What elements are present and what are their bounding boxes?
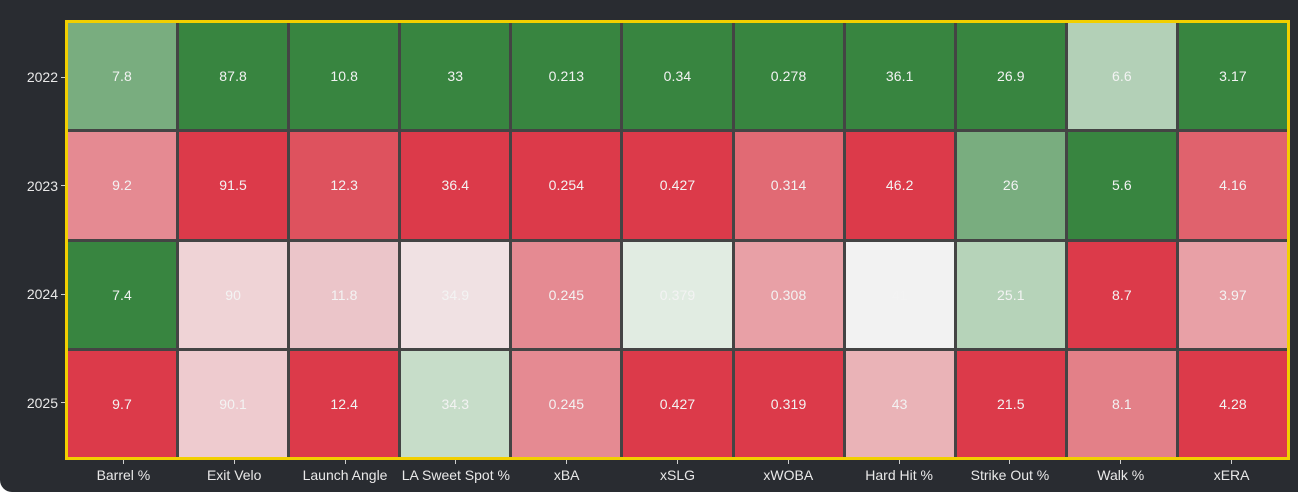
heatmap-cell: 26.9 (956, 23, 1065, 130)
heatmap-cell: 0.254 (512, 132, 621, 239)
heatmap-cell: 0.213 (512, 23, 621, 130)
x-tick-label: xSLG (622, 460, 733, 490)
heatmap-cell: 21.5 (956, 350, 1065, 457)
x-tick-text: Walk % (1097, 467, 1145, 483)
heatmap-cell: 7.4 (68, 241, 177, 348)
x-tick-mark (1009, 460, 1011, 464)
heatmap-cell: 11.8 (290, 241, 399, 348)
x-tick-label: xERA (1176, 460, 1287, 490)
heatmap-cell: 0.278 (734, 23, 843, 130)
heatmap-cell: 3.97 (1178, 241, 1287, 348)
heatmap-cell: 46.2 (845, 132, 954, 239)
heatmap-cell: 12.3 (290, 132, 399, 239)
heatmap-cell: 90 (179, 241, 288, 348)
x-tick-label: xWOBA (733, 460, 844, 490)
heatmap-cell: 87.8 (179, 23, 288, 130)
heatmap-cell: 0.34 (623, 23, 732, 130)
x-tick-text: Hard Hit % (865, 467, 933, 483)
x-tick-text: xERA (1213, 467, 1250, 483)
heatmap-cell: 4.28 (1178, 350, 1287, 457)
heatmap-cell: 91.5 (179, 132, 288, 239)
x-tick-mark (1120, 460, 1122, 464)
heatmap-cell: 0.314 (734, 132, 843, 239)
heatmap-cell: 0.245 (512, 241, 621, 348)
heatmap-cell: 8.7 (1067, 241, 1176, 348)
x-tick-mark (787, 460, 789, 464)
heatmap-cell: 41 (845, 241, 954, 348)
x-tick-mark (122, 460, 124, 464)
x-tick-label: LA Sweet Spot % (400, 460, 511, 490)
x-tick-mark (233, 460, 235, 464)
x-tick-label: Barrel % (68, 460, 179, 490)
x-tick-label: Exit Velo (179, 460, 290, 490)
heatmap-cell: 0.427 (623, 350, 732, 457)
heatmap-cell: 9.7 (68, 350, 177, 457)
x-tick-mark (898, 460, 900, 464)
x-tick-text: xBA (553, 467, 580, 483)
heatmap-cell: 7.8 (68, 23, 177, 130)
heatmap-cell: 5.6 (1067, 132, 1176, 239)
heatmap-cell: 36.1 (845, 23, 954, 130)
heatmap-cell: 26 (956, 132, 1065, 239)
x-tick-mark (676, 460, 678, 464)
heatmap-cell: 34.9 (401, 241, 510, 348)
y-tick-mark (61, 76, 66, 78)
x-tick-text: Barrel % (96, 467, 151, 483)
x-tick-text: Strike Out % (970, 467, 1050, 483)
heatmap-cell: 9.2 (68, 132, 177, 239)
y-tick-text: 2024 (26, 286, 58, 303)
heatmap-cell: 33 (401, 23, 510, 130)
x-tick-text: xWOBA (763, 467, 814, 483)
heatmap-grid: 7.8 87.8 10.8 33 0.213 0.34 0.278 36.1 26.9 6.6 3.… (65, 20, 1290, 460)
x-tick-mark (566, 460, 568, 464)
y-tick-label: 2025 (0, 349, 66, 458)
heatmap-cell: 10.8 (290, 23, 399, 130)
x-tick-mark (1231, 460, 1233, 464)
x-tick-text: Launch Angle (302, 467, 388, 483)
x-axis: Barrel % Exit Velo Launch Angle LA Sweet Sp… (68, 460, 1287, 490)
y-axis: 2022 2023 2024 2025 (0, 23, 66, 457)
heatmap-cell: 43 (845, 350, 954, 457)
heatmap-cell: 12.4 (290, 350, 399, 457)
heatmap-cell: 0.308 (734, 241, 843, 348)
heatmap-cell: 90.1 (179, 350, 288, 457)
x-tick-label: xBA (511, 460, 622, 490)
x-tick-label: Walk % (1065, 460, 1176, 490)
x-tick-label: Launch Angle (290, 460, 401, 490)
y-tick-label: 2023 (0, 132, 66, 241)
heatmap-cell: 3.17 (1178, 23, 1287, 130)
x-tick-text: xSLG (659, 467, 695, 483)
heatmap-cell: 6.6 (1067, 23, 1176, 130)
y-tick-text: 2025 (26, 394, 58, 411)
heatmap-cell: 0.379 (623, 241, 732, 348)
heatmap-cell: 0.319 (734, 350, 843, 457)
heatmap-cell: 8.1 (1067, 350, 1176, 457)
x-tick-label: Strike Out % (955, 460, 1066, 490)
x-tick-mark (344, 460, 346, 464)
y-tick-mark (61, 185, 66, 187)
y-tick-text: 2022 (26, 69, 58, 86)
heatmap-cell: 25.1 (956, 241, 1065, 348)
y-tick-label: 2022 (0, 23, 66, 132)
heatmap-cell: 0.245 (512, 350, 621, 457)
heatmap-cell: 36.4 (401, 132, 510, 239)
heatmap-cell: 34.3 (401, 350, 510, 457)
y-tick-mark (61, 402, 66, 404)
x-tick-mark (455, 460, 457, 464)
y-tick-mark (61, 293, 66, 295)
x-tick-text: LA Sweet Spot % (401, 467, 510, 483)
y-tick-text: 2023 (26, 177, 58, 194)
heatmap-cell: 4.16 (1178, 132, 1287, 239)
x-tick-text: Exit Velo (206, 467, 262, 483)
y-tick-label: 2024 (0, 240, 66, 349)
heatmap-cell: 0.427 (623, 132, 732, 239)
x-tick-label: Hard Hit % (844, 460, 955, 490)
